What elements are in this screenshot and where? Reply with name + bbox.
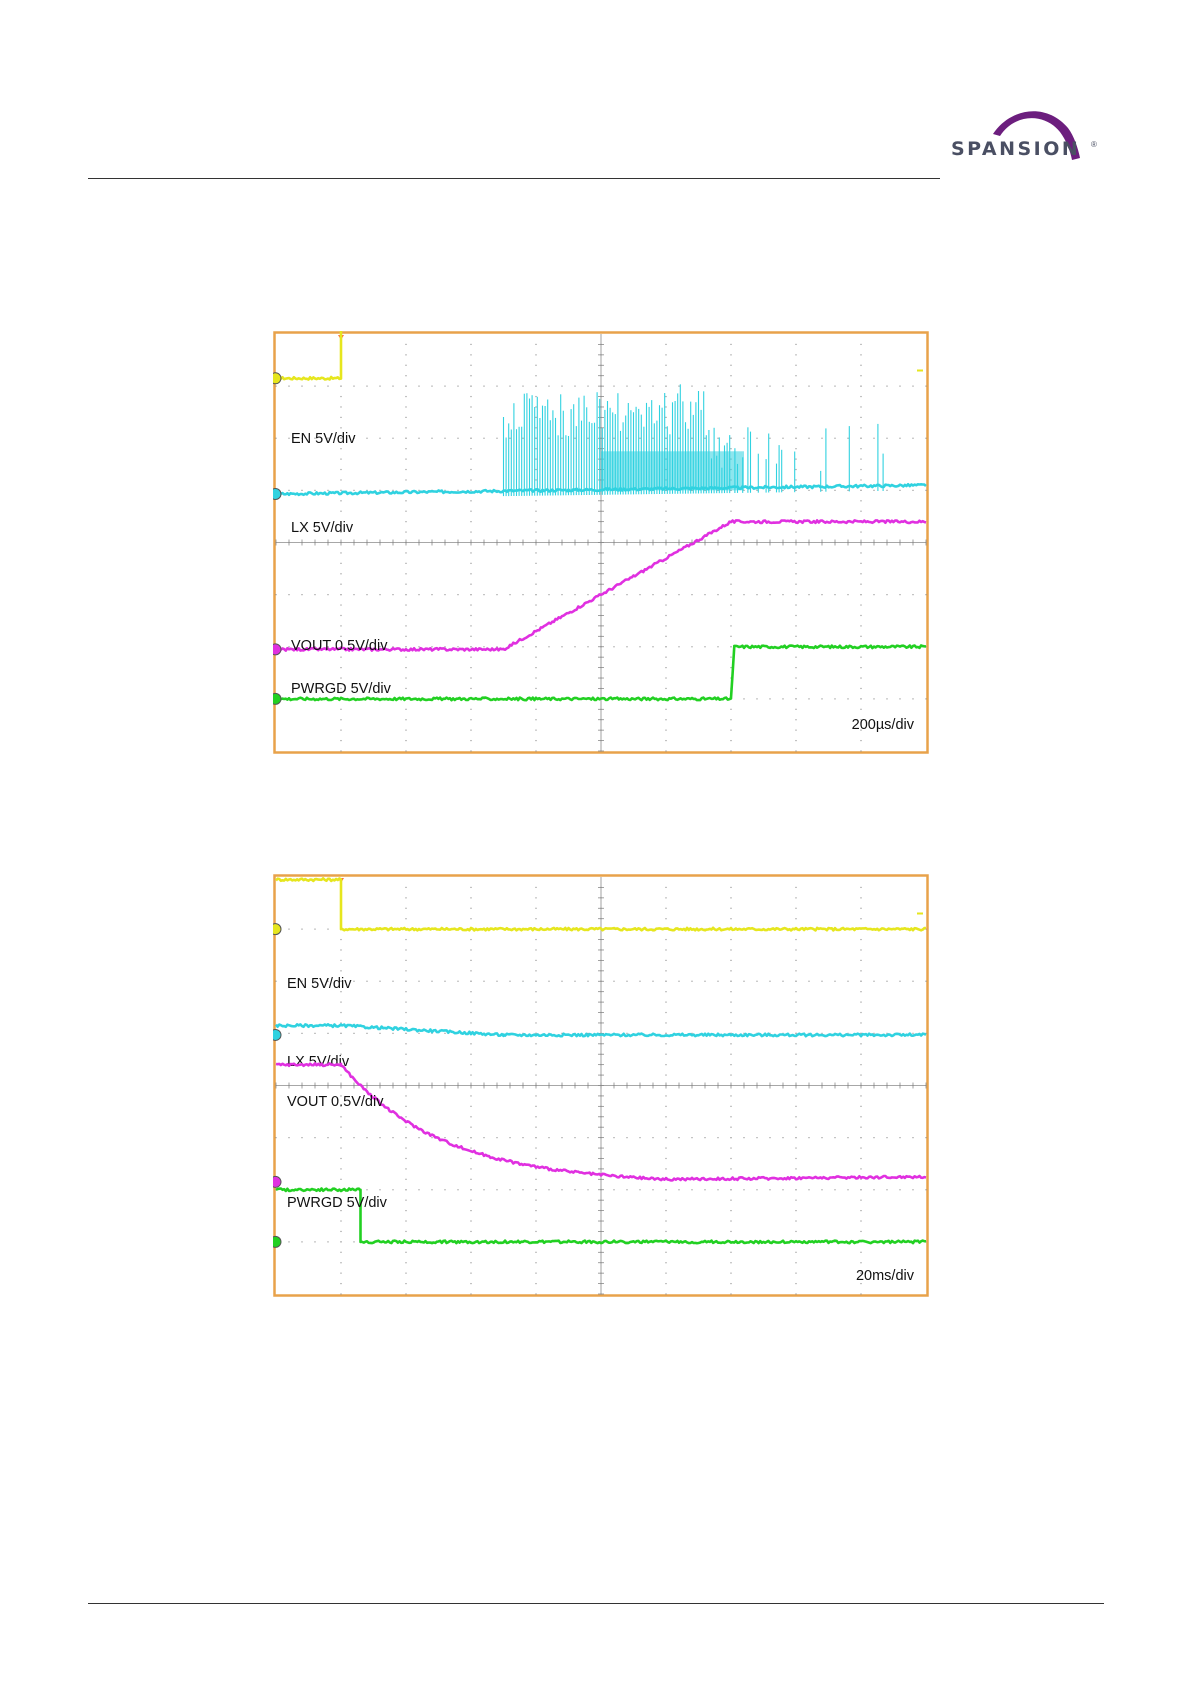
trace-pwrgd — [275, 644, 927, 702]
trace-vout — [275, 1062, 927, 1182]
channel-marker-en-icon — [273, 372, 282, 385]
trace-lx — [274, 1023, 927, 1038]
channel-label-en: EN 5V/div — [287, 976, 352, 992]
channel-label-lx: LX 5V/div — [287, 1054, 350, 1070]
channel-marker-pwrgd-icon — [273, 1235, 282, 1248]
trace-vout — [275, 519, 927, 652]
timebase-label: 20ms/div — [856, 1268, 915, 1284]
footer-divider — [88, 1603, 1104, 1604]
logo-registered-mark: ® — [1091, 140, 1097, 149]
oscilloscope-plot: EN 5V/div LX 5V/div VOUT 0.5V/div PWRGD 5V/… — [273, 331, 929, 754]
channel-label-pwrgd: PWRGD 5V/div — [291, 681, 392, 697]
header-divider — [88, 178, 940, 179]
trace-pwrgd — [275, 1187, 927, 1245]
scope-capture-power-down: EN 5V/div LX 5V/div VOUT 0.5V/div PWRGD 5V/… — [273, 874, 929, 1297]
channel-marker-vout-icon — [273, 643, 282, 656]
channel-marker-en-icon — [273, 923, 282, 936]
scope-grid — [275, 877, 927, 1295]
channel-label-pwrgd: PWRGD 5V/div — [287, 1195, 388, 1211]
trace-en — [275, 877, 927, 932]
lx-switching-spikes — [502, 384, 884, 497]
channel-label-vout: VOUT 0.5V/div — [291, 638, 388, 654]
scope-capture-power-up: EN 5V/div LX 5V/div VOUT 0.5V/div PWRGD 5V/… — [273, 331, 929, 754]
channel-label-vout: VOUT 0.5V/div — [287, 1094, 384, 1110]
channel-marker-lx-icon — [273, 1028, 282, 1041]
oscilloscope-plot: EN 5V/div LX 5V/div VOUT 0.5V/div PWRGD 5V/… — [273, 874, 929, 1297]
logo-text: SPANSION — [951, 138, 1081, 160]
timebase-label: 200µs/div — [852, 717, 915, 733]
channel-label-lx: LX 5V/div — [291, 520, 354, 536]
trace-lx — [275, 384, 927, 497]
channel-marker-vout-icon — [273, 1175, 282, 1188]
scope-grid — [275, 334, 927, 752]
channel-marker-lx-icon — [273, 488, 282, 501]
channel-label-en: EN 5V/div — [291, 431, 356, 447]
spansion-logo-swoosh-icon — [993, 111, 1080, 160]
channel-marker-pwrgd-icon — [273, 692, 282, 705]
